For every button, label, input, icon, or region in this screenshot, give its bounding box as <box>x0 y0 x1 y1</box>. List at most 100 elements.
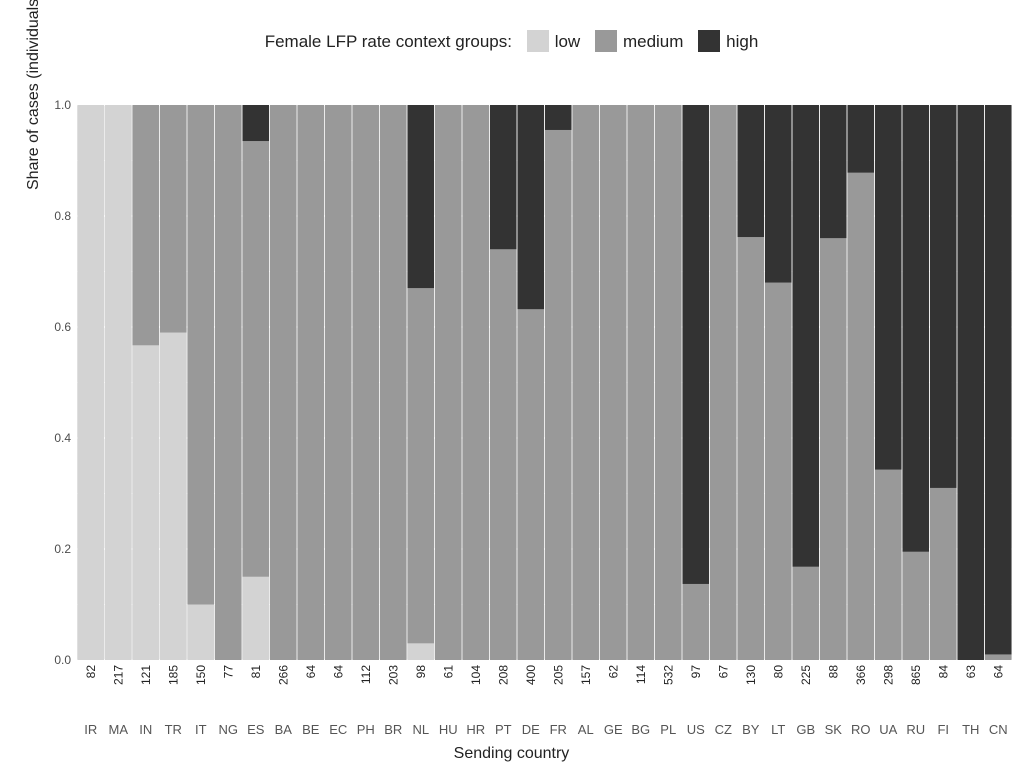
count-label-BR: 203 <box>386 665 400 685</box>
count-label-BY: 130 <box>744 665 758 685</box>
bar-high-ES <box>242 105 269 142</box>
y-axis-title: Share of cases (individuals in country-y… <box>25 0 42 190</box>
x-tick-label-MA: MA <box>109 722 129 737</box>
x-tick-label-PL: PL <box>660 722 676 737</box>
bar-medium-FR <box>545 129 572 661</box>
legend-item-low: low <box>526 30 581 52</box>
count-label-BG: 114 <box>634 665 648 684</box>
x-tick-label-BY: BY <box>742 722 760 737</box>
count-label-AL: 157 <box>579 665 593 685</box>
legend-label-high: high <box>726 32 759 51</box>
bar-high-US <box>682 105 709 584</box>
bar-high-LT <box>765 105 792 283</box>
legend-key-high <box>698 30 721 52</box>
x-tick-label-BR: BR <box>384 722 402 737</box>
bar-medium-NG <box>215 105 242 660</box>
bar-low-TR <box>160 332 187 660</box>
count-label-PL: 532 <box>661 665 675 685</box>
count-label-LT: 80 <box>771 665 785 679</box>
x-tick-label-HR: HR <box>466 722 485 737</box>
bar-medium-RU <box>902 551 929 660</box>
bar-medium-CZ <box>710 105 737 660</box>
x-tick-label-FI: FI <box>937 722 949 737</box>
x-tick-label-IT: IT <box>195 722 207 737</box>
x-tick-label-RO: RO <box>851 722 871 737</box>
x-tick-label-DE: DE <box>522 722 540 737</box>
bar-medium-RO <box>847 172 874 660</box>
x-tick-label-FR: FR <box>550 722 567 737</box>
bar-high-SK <box>820 105 847 239</box>
count-label-FI: 84 <box>936 665 950 679</box>
bar-medium-BR <box>380 105 407 660</box>
bar-medium-EC <box>325 105 352 660</box>
bar-medium-UA <box>875 469 902 660</box>
bar-high-UA <box>875 105 902 470</box>
bar-medium-PL <box>655 105 682 660</box>
x-tick-label-RU: RU <box>906 722 925 737</box>
x-tick-label-PT: PT <box>495 722 512 737</box>
bar-high-CN <box>985 105 1012 655</box>
x-tick-label-IR: IR <box>84 722 97 737</box>
count-label-GB: 225 <box>799 665 813 685</box>
count-label-HR: 104 <box>469 665 483 685</box>
count-label-IN: 121 <box>139 665 153 685</box>
x-tick-label-BE: BE <box>302 722 320 737</box>
x-axis: IR MA IN TR IT NG ES BA BE EC PH BR NL HU HR PT DE FR AL GE… <box>84 722 1007 737</box>
count-label-PH: 112 <box>359 665 373 684</box>
legend-label-medium: medium <box>622 32 684 51</box>
x-tick-label-BG: BG <box>631 722 650 737</box>
legend-label-low: low <box>554 32 581 51</box>
legend-key-low <box>526 30 549 52</box>
bars <box>77 105 1012 661</box>
x-tick-label-CZ: CZ <box>715 722 732 737</box>
count-label-TR: 185 <box>166 665 180 685</box>
x-tick-label-NL: NL <box>412 722 429 737</box>
bar-medium-LT <box>765 282 792 660</box>
bar-medium-FI <box>930 487 957 660</box>
x-tick-label-IN: IN <box>139 722 152 737</box>
count-label-SK: 88 <box>826 665 840 679</box>
y-axis: 0.0 0.2 0.4 0.6 0.8 1.0 <box>54 98 71 667</box>
bar-medium-BY <box>737 237 764 660</box>
x-tick-label-ES: ES <box>247 722 265 737</box>
x-tick-label-TH: TH <box>962 722 979 737</box>
x-tick-label-GB: GB <box>796 722 815 737</box>
x-axis-title: Sending country <box>453 745 570 762</box>
y-tick-label: 1.0 <box>54 98 71 112</box>
bar-medium-GB <box>792 566 819 660</box>
bar-low-ES <box>242 576 269 660</box>
x-tick-label-LT: LT <box>771 722 785 737</box>
count-label-HU: 61 <box>441 665 455 679</box>
count-label-NL: 98 <box>414 665 428 679</box>
count-labels: 82 217 121 185 150 77 81 266 64 64 112 203 98 61 104 20… <box>84 665 1006 685</box>
y-tick-label: 0.6 <box>54 320 71 334</box>
x-tick-label-CN: CN <box>989 722 1008 737</box>
bar-medium-AL <box>572 105 599 660</box>
bar-medium-IT <box>187 105 214 605</box>
count-label-FR: 205 <box>551 665 565 685</box>
bar-medium-CN <box>985 654 1012 660</box>
bar-high-NL <box>407 105 434 289</box>
count-label-GE: 62 <box>606 665 620 679</box>
count-label-ES: 81 <box>249 665 263 679</box>
count-label-US: 97 <box>689 665 703 679</box>
bar-high-FI <box>930 105 957 488</box>
bar-high-RO <box>847 105 874 173</box>
x-tick-label-GE: GE <box>604 722 623 737</box>
count-label-CZ: 67 <box>716 665 730 679</box>
bar-high-GB <box>792 105 819 567</box>
x-tick-label-UA: UA <box>879 722 897 737</box>
bar-low-NL <box>407 643 434 660</box>
bar-medium-NL <box>407 288 434 644</box>
y-tick-label: 0.8 <box>54 209 71 223</box>
x-tick-label-NG: NG <box>219 722 239 737</box>
bar-low-MA <box>105 105 132 660</box>
bar-medium-HR <box>462 105 489 660</box>
x-tick-label-PH: PH <box>357 722 375 737</box>
x-tick-label-TR: TR <box>165 722 182 737</box>
bar-high-RU <box>902 105 929 552</box>
bar-high-BY <box>737 105 764 238</box>
count-label-MA: 217 <box>111 665 125 685</box>
bar-high-FR <box>545 105 572 130</box>
